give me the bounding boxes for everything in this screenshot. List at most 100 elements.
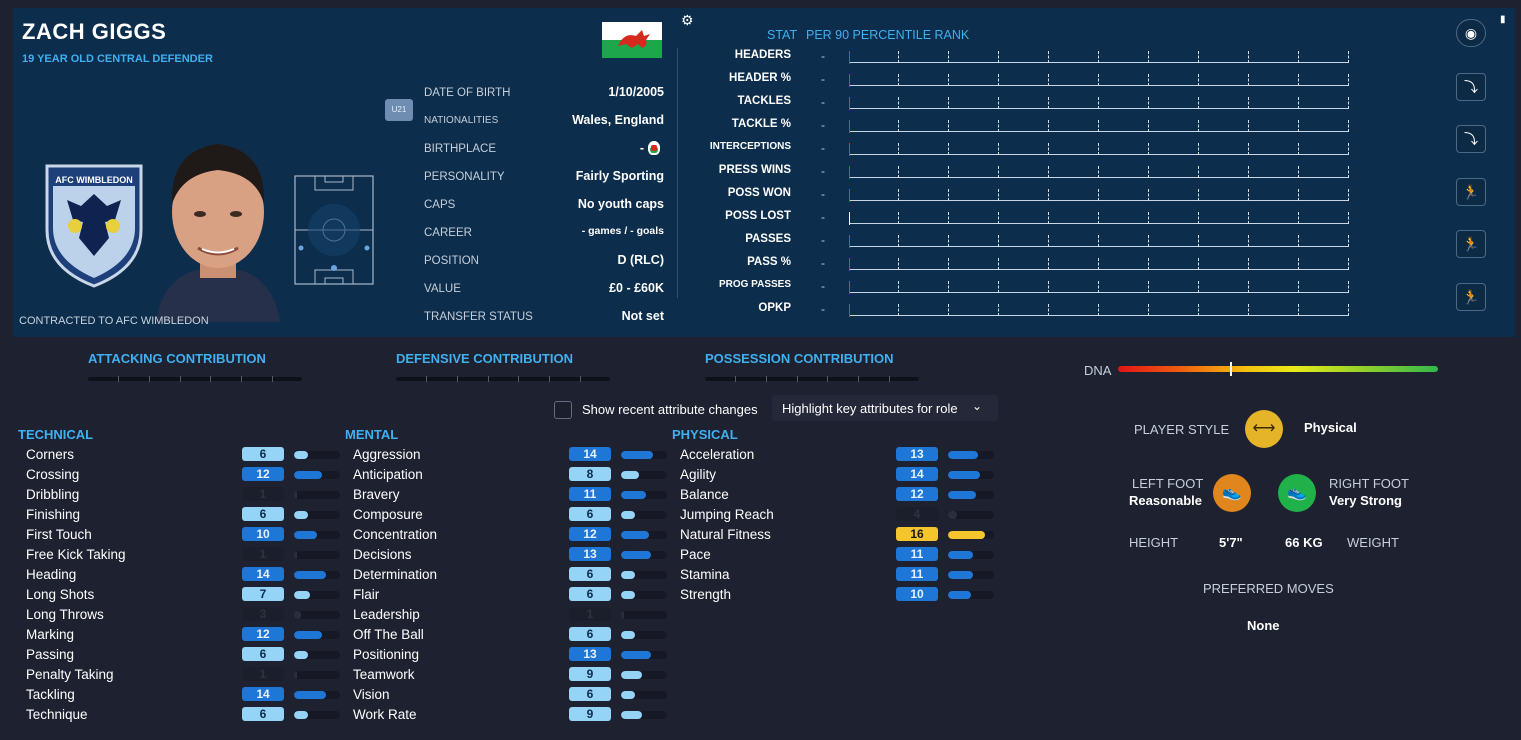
stat-label: INTERCEPTIONS	[709, 141, 791, 152]
attribute-row[interactable]: Jumping Reach 4	[680, 506, 994, 524]
attribute-row[interactable]: Positioning 13	[353, 646, 667, 664]
slide-tackle-icon[interactable]: ⤵	[1456, 73, 1486, 101]
attribute-bar-fill	[621, 531, 649, 539]
attribute-row[interactable]: Dribbling 1	[26, 486, 340, 504]
height-label: HEIGHT	[1129, 535, 1179, 550]
attribute-row[interactable]: Natural Fitness 16	[680, 526, 994, 544]
attribute-row[interactable]: Work Rate 9	[353, 706, 667, 724]
attribute-row[interactable]: Acceleration 13	[680, 446, 994, 464]
dna-gradient-bar	[1118, 366, 1438, 372]
attribute-row[interactable]: Passing 6	[26, 646, 340, 664]
attribute-name: Balance	[680, 487, 729, 502]
attribute-row[interactable]: Off The Ball 6	[353, 626, 667, 644]
attribute-row[interactable]: Crossing 12	[26, 466, 340, 484]
attribute-bar-fill	[294, 551, 297, 559]
recent-changes-checkbox[interactable]	[554, 401, 572, 419]
attribute-bar-fill	[294, 691, 326, 699]
percentile-track	[849, 166, 1349, 179]
attribute-name: Natural Fitness	[680, 527, 771, 542]
attribute-bar	[621, 611, 667, 619]
attribute-value: 14	[896, 467, 938, 481]
attribute-name: Strength	[680, 587, 732, 602]
attribute-value: 4	[896, 507, 938, 521]
attribute-bar	[294, 591, 340, 599]
attribute-bar	[948, 571, 994, 579]
passing-icon[interactable]: 🏃	[1456, 230, 1486, 258]
attacking-contribution-title: ATTACKING CONTRIBUTION	[88, 351, 266, 366]
info-label: CAPS	[424, 199, 456, 211]
info-row: CAREER - games / - goals	[424, 225, 664, 247]
attribute-bar-fill	[948, 491, 976, 499]
attribute-row[interactable]: Leadership 1	[353, 606, 667, 624]
info-row: VALUE £0 - £60K	[424, 281, 664, 303]
attribute-bar	[294, 491, 340, 499]
info-row: DATE OF BIRTH 1/10/2005	[424, 85, 664, 107]
attribute-value: 7	[242, 587, 284, 601]
attribute-row[interactable]: Vision 6	[353, 686, 667, 704]
attribute-row[interactable]: Concentration 12	[353, 526, 667, 544]
dumbbell-icon: ⟷	[1245, 410, 1283, 448]
info-value: Fairly Sporting	[575, 169, 664, 183]
info-label: DATE OF BIRTH	[424, 87, 511, 99]
attribute-row[interactable]: First Touch 10	[26, 526, 340, 544]
tackle-icon[interactable]: ⤵	[1456, 125, 1486, 153]
attribute-row[interactable]: Decisions 13	[353, 546, 667, 564]
attribute-value: 14	[242, 567, 284, 581]
info-label: CAREER	[424, 227, 472, 239]
attribute-row[interactable]: Heading 14	[26, 566, 340, 584]
attribute-bar	[294, 511, 340, 519]
attribute-bar-fill	[948, 531, 985, 539]
attribute-name: Decisions	[353, 547, 412, 562]
attribute-row[interactable]: Penalty Taking 1	[26, 666, 340, 684]
highlight-attributes-dropdown[interactable]: Highlight key attributes for role ⌄	[772, 395, 998, 421]
attribute-bar-fill	[294, 631, 322, 639]
attribute-row[interactable]: Agility 14	[680, 466, 994, 484]
attribute-row[interactable]: Determination 6	[353, 566, 667, 584]
runner-icon[interactable]: 🏃	[1456, 178, 1486, 206]
attribute-row[interactable]: Balance 12	[680, 486, 994, 504]
kick-icon[interactable]: 🏃	[1456, 283, 1486, 311]
attribute-row[interactable]: Free Kick Taking 1	[26, 546, 340, 564]
attribute-row[interactable]: Long Throws 3	[26, 606, 340, 624]
left-foot-label: LEFT FOOT	[1132, 476, 1204, 491]
percentile-track	[849, 97, 1349, 110]
menu-icon[interactable]: ▮	[1500, 14, 1506, 25]
attribute-row[interactable]: Technique 6	[26, 706, 340, 724]
player-profile-icon[interactable]: ◉	[1456, 19, 1486, 47]
attribute-bar	[294, 711, 340, 719]
attribute-row[interactable]: Corners 6	[26, 446, 340, 464]
attribute-name: Stamina	[680, 567, 730, 582]
player-name: ZACH GIGGS	[22, 19, 167, 44]
svg-text:AFC WIMBLEDON: AFC WIMBLEDON	[55, 175, 133, 185]
attribute-row[interactable]: Teamwork 9	[353, 666, 667, 684]
stat-label: PRESS WINS	[718, 164, 791, 176]
attribute-value: 12	[242, 467, 284, 481]
attribute-name: Pace	[680, 547, 711, 562]
attribute-name: Passing	[26, 647, 75, 662]
attribute-row[interactable]: Stamina 11	[680, 566, 994, 584]
attribute-row[interactable]: Finishing 6	[26, 506, 340, 524]
height-value: 5'7"	[1219, 535, 1243, 550]
attribute-row[interactable]: Strength 10	[680, 586, 994, 604]
attribute-row[interactable]: Long Shots 7	[26, 586, 340, 604]
settings-gear-icon[interactable]: ⚙	[681, 12, 694, 28]
info-value: No youth caps	[577, 197, 664, 211]
technical-title: TECHNICAL	[18, 427, 94, 442]
contract-text: CONTRACTED TO AFC WIMBLEDON	[19, 315, 209, 327]
defensive-contribution-title: DEFENSIVE CONTRIBUTION	[396, 351, 573, 366]
mental-title: MENTAL	[345, 427, 399, 442]
attribute-bar-fill	[621, 551, 651, 559]
attribute-row[interactable]: Composure 6	[353, 506, 667, 524]
attribute-bar-fill	[294, 451, 308, 459]
player-style-label: PLAYER STYLE	[1134, 422, 1230, 437]
attribute-row[interactable]: Bravery 11	[353, 486, 667, 504]
attribute-row[interactable]: Pace 11	[680, 546, 994, 564]
attribute-row[interactable]: Flair 6	[353, 586, 667, 604]
attribute-bar	[621, 471, 667, 479]
stat-row: TACKLE % -	[703, 118, 1353, 136]
attribute-row[interactable]: Anticipation 8	[353, 466, 667, 484]
attribute-row[interactable]: Marking 12	[26, 626, 340, 644]
attribute-row[interactable]: Tackling 14	[26, 686, 340, 704]
attribute-row[interactable]: Aggression 14	[353, 446, 667, 464]
attribute-bar-fill	[621, 711, 642, 719]
